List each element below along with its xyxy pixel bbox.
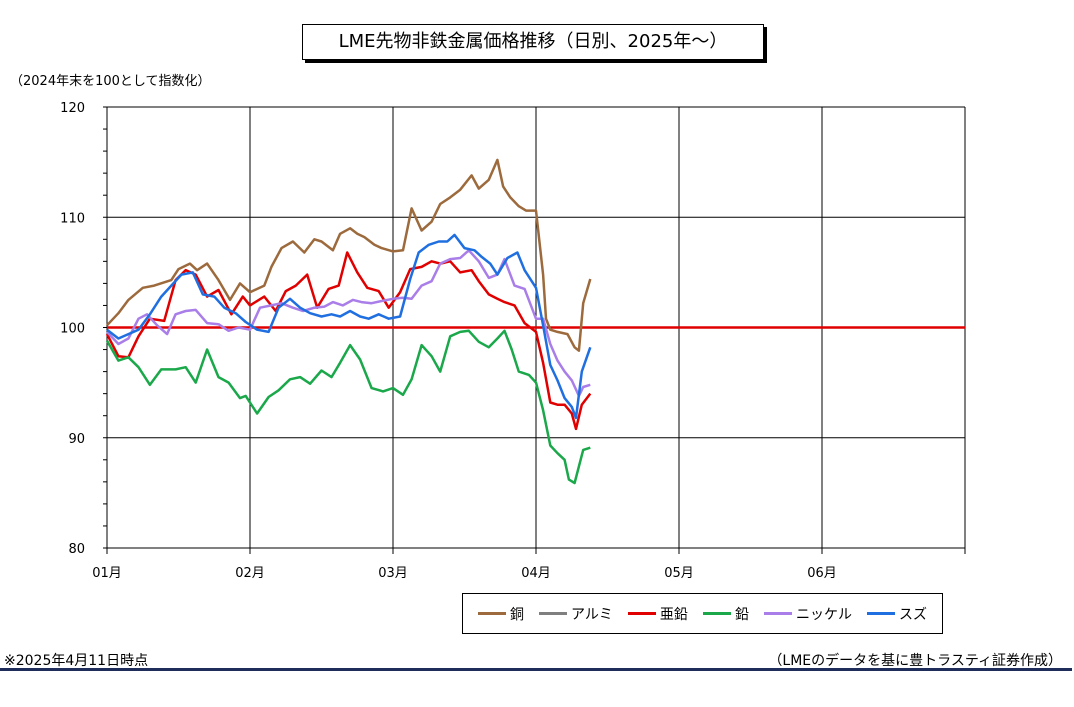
legend-label: 亜鉛 [659, 606, 688, 623]
y-tick-label: 100 [60, 322, 85, 337]
x-tick-label: 06月 [807, 566, 837, 581]
source-note: （LMEのデータを基に豊トラスティ証券作成） [768, 653, 1062, 669]
legend-item: スズ [866, 604, 927, 624]
y-tick-label: 80 [68, 542, 85, 557]
x-tick-label: 02月 [235, 566, 265, 581]
x-tick-label: 05月 [664, 566, 694, 581]
y-tick-label: 110 [60, 211, 85, 226]
legend: 銅 アルミ 亜鉛 鉛 ニッケル スズ [462, 593, 943, 634]
x-tick-label: 03月 [378, 566, 408, 581]
series-line-0 [106, 158, 592, 352]
chart-title: LME先物非鉄金属価格推移（日別、2025年～） [302, 24, 764, 60]
legend-item: ニッケル [763, 604, 852, 624]
legend-swatch [866, 612, 895, 615]
legend-item: 亜鉛 [627, 604, 688, 624]
series-line-2 [105, 251, 592, 431]
legend-swatch [627, 612, 656, 615]
legend-label: スズ [898, 606, 927, 623]
legend-label: アルミ [571, 606, 613, 623]
axis-labels: 80 90 100 110 120 01月 02月 03月 04月 05月 06月 [60, 101, 837, 581]
legend-label: 鉛 [734, 606, 749, 623]
y-axis-note: （2024年末を100として指数化） [10, 74, 211, 89]
footer-rule [0, 668, 1072, 671]
legend-item: アルミ [539, 604, 613, 624]
series-line-5 [106, 233, 592, 420]
legend-label: 銅 [510, 606, 525, 623]
legend-label: ニッケル [795, 606, 852, 623]
timestamp-note: ※2025年4月11日時点 [4, 653, 149, 669]
y-tick-label: 120 [60, 101, 85, 116]
y-tick-label: 90 [68, 432, 85, 447]
legend-item: 鉛 [702, 604, 749, 624]
legend-swatch [539, 612, 568, 615]
x-tick-label: 01月 [92, 566, 122, 581]
legend-swatch [763, 612, 792, 615]
legend-item: 銅 [478, 604, 524, 624]
series-lines [105, 158, 592, 485]
series-line-3 [105, 329, 591, 485]
series-line-4 [106, 249, 591, 398]
legend-swatch [478, 612, 507, 615]
x-tick-label: 04月 [521, 566, 551, 581]
legend-swatch [702, 612, 731, 615]
